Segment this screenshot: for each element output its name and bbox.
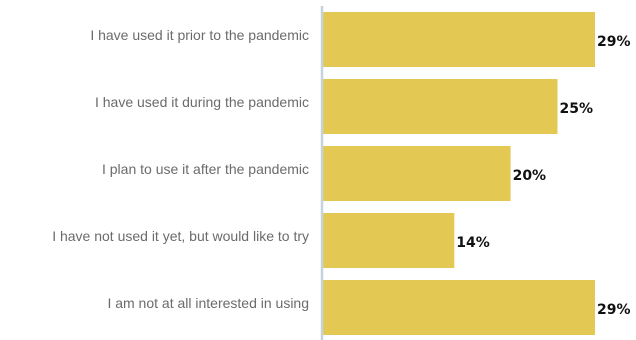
value-label: 14%: [456, 235, 490, 251]
category-label: I plan to use it after the pandemic: [102, 161, 309, 177]
labels-group: I have used it prior to the pandemic 29% I…: [52, 27, 630, 318]
category-label: I have used it during the pandemic: [95, 94, 309, 110]
value-label: 29%: [597, 302, 631, 318]
category-label: I have used it prior to the pandemic: [90, 27, 309, 43]
bar-2: [323, 79, 558, 134]
bars-group: [323, 12, 595, 335]
value-label: 29%: [597, 34, 631, 50]
value-label: 25%: [559, 101, 593, 117]
value-label: 20%: [513, 168, 547, 184]
bar-1: [323, 12, 595, 67]
category-label: I have not used it yet, but would like t…: [52, 228, 309, 244]
bar-4: [323, 213, 455, 268]
bar-5: [323, 280, 595, 335]
category-label: I am not at all interested in using: [107, 295, 309, 311]
bar-3: [323, 146, 511, 201]
